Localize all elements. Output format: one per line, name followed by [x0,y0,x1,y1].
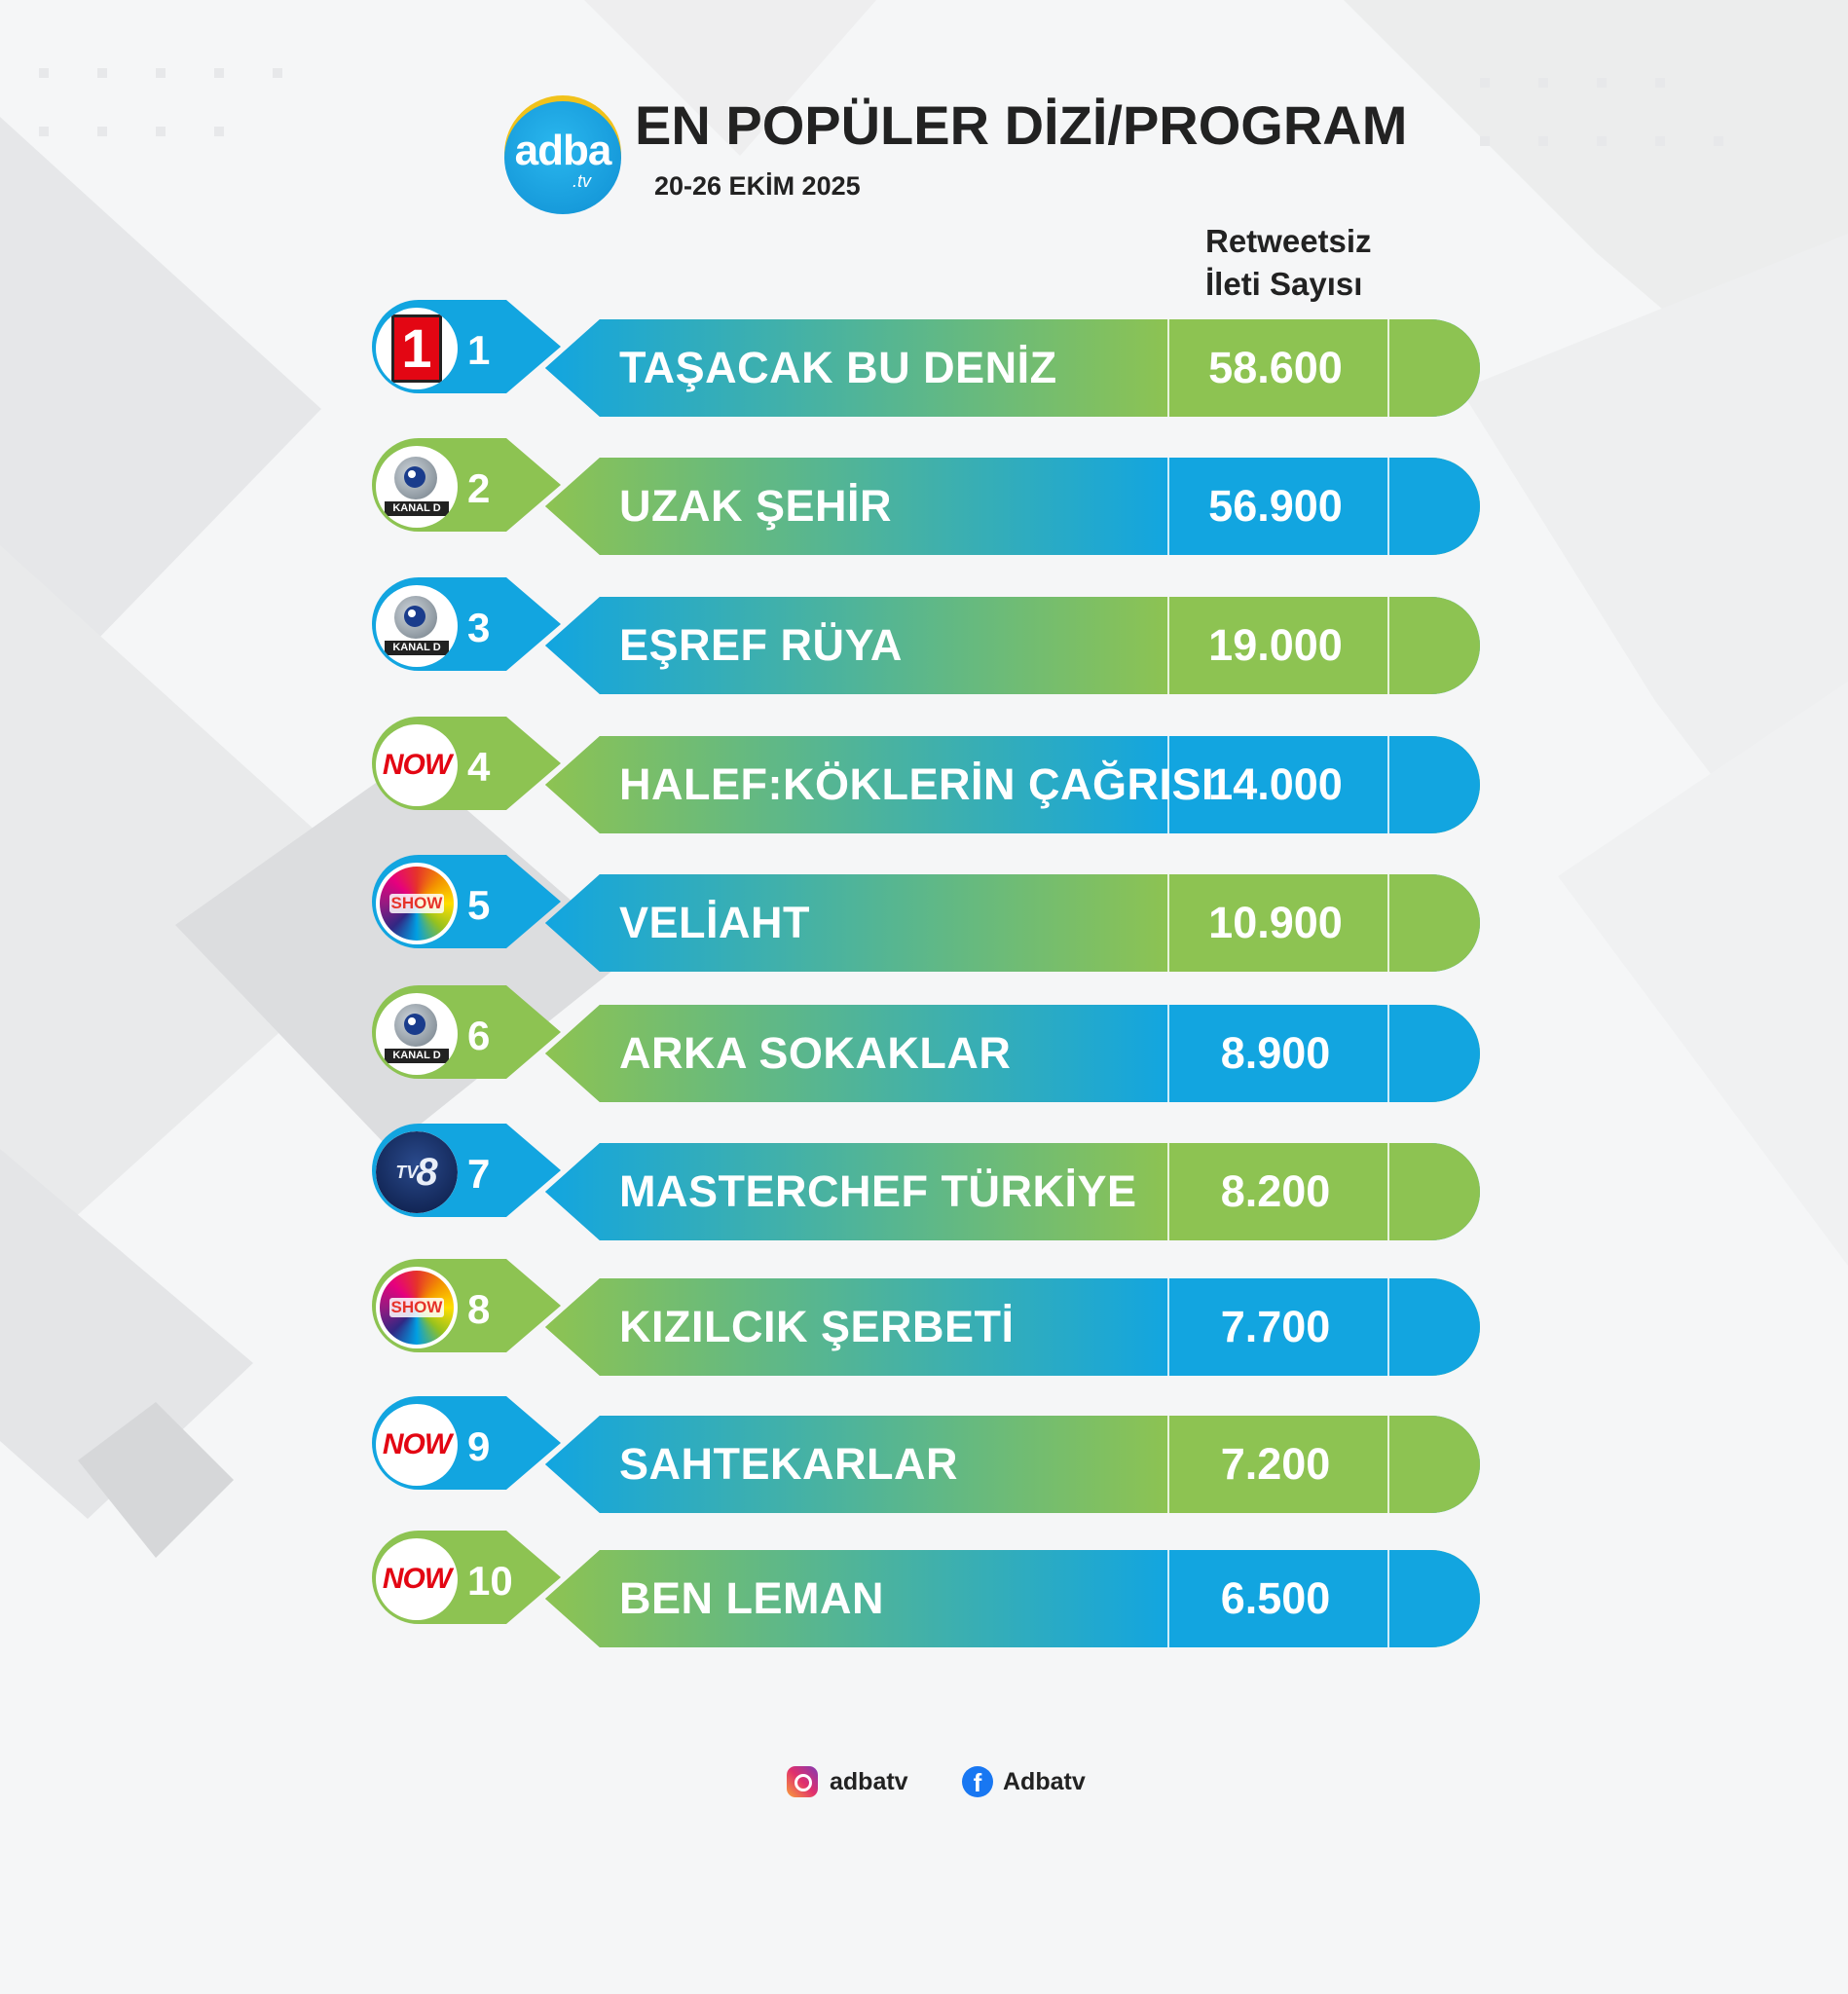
ranking-row: KIZILCIK ŞERBETİ 7.700 SHOW 8 [370,1259,1480,1376]
ranking-row: ARKA SOKAKLAR 8.900 KANAL D 6 [370,985,1480,1102]
channel-label: NOW [382,1563,452,1595]
ranking-row: UZAK ŞEHİR 56.900 KANAL D 2 [370,438,1480,555]
post-count: 7.700 [1220,1302,1331,1351]
channel-label: NOW [382,749,452,781]
ranking-row: HALEF:KÖKLERİN ÇAĞRISI 14.000 NOW 4 [370,717,1480,833]
ranking-bar: ARKA SOKAKLAR 8.900 [545,1005,1480,1102]
ranking-row: EŞREF RÜYA 19.000 KANAL D 3 [370,577,1480,694]
instagram-handle: adbatv [830,1767,908,1795]
program-name: HALEF:KÖKLERİN ÇAĞRISI [619,759,1214,809]
program-name: UZAK ŞEHİR [619,481,893,531]
rank-number: 4 [467,744,491,790]
channel-1-icon: 1 [376,308,458,389]
facebook-handle: Adbatv [1003,1767,1086,1795]
show-tv-icon: SHOW [376,863,458,944]
program-name: SAHTEKARLAR [619,1439,958,1489]
kanal-d-icon: KANAL D [376,993,458,1075]
channel-label: KANAL D [385,501,449,516]
page-title: EN POPÜLER DİZİ/PROGRAM [635,94,1408,156]
logo-suffix: .tv [573,171,592,191]
instagram-icon [787,1766,818,1797]
ranking-bar: SAHTEKARLAR 7.200 [545,1416,1480,1513]
ranking-row: VELİAHT 10.900 SHOW 5 [370,855,1480,972]
program-name: KIZILCIK ŞERBETİ [619,1302,1015,1351]
channel-label: KANAL D [385,641,449,655]
post-count: 8.900 [1220,1028,1331,1078]
rank-number: 5 [467,882,491,928]
rank-number: 6 [467,1013,491,1058]
ranking-bar: MASTERCHEF TÜRKİYE 8.200 [545,1143,1480,1240]
kanal-d-icon: KANAL D [376,585,458,667]
now-icon: NOW [376,724,458,806]
rank-number: 3 [467,605,491,650]
rank-tab: NOW 9 [370,1396,565,1494]
post-count: 6.500 [1220,1573,1331,1623]
post-count: 56.900 [1208,481,1343,531]
channel-label: SHOW [388,1298,445,1317]
ranking-row: TAŞACAK BU DENİZ 58.600 1 1 [370,300,1480,417]
program-name: VELİAHT [619,898,811,947]
ranking-bar: VELİAHT 10.900 [545,874,1480,972]
program-name: TAŞACAK BU DENİZ [619,343,1057,392]
rank-number: 7 [467,1151,491,1197]
facebook-icon: f [962,1766,993,1797]
ranking-bar: HALEF:KÖKLERİN ÇAĞRISI 14.000 [545,736,1480,833]
rank-tab: TV 8 7 [370,1124,565,1221]
date-range: 20-26 EKİM 2025 [654,171,861,201]
facebook-link[interactable]: f Adbatv [962,1762,1086,1801]
ranking-row: BEN LEMAN 6.500 NOW 10 [370,1531,1480,1647]
rank-tab: KANAL D 3 [370,577,565,675]
channel-label: KANAL D [385,1049,449,1063]
ranking-row: MASTERCHEF TÜRKİYE 8.200 TV 8 7 [370,1124,1480,1240]
post-count: 7.200 [1220,1439,1331,1489]
column-header: Retweetsiz İleti Sayısı [1205,220,1372,306]
rank-tab: SHOW 8 [370,1259,565,1356]
post-count: 8.200 [1220,1166,1331,1216]
rank-number: 2 [467,465,491,511]
ranking-bar: EŞREF RÜYA 19.000 [545,597,1480,694]
ranking-bar: UZAK ŞEHİR 56.900 [545,458,1480,555]
channel-label: 8 [416,1150,438,1194]
ranking-bar: KIZILCIK ŞERBETİ 7.700 [545,1278,1480,1376]
channel-label: NOW [382,1428,452,1460]
program-name: MASTERCHEF TÜRKİYE [619,1166,1137,1216]
show-tv-icon: SHOW [376,1267,458,1348]
rank-number: 10 [467,1558,513,1604]
now-icon: NOW [376,1404,458,1486]
rank-number: 8 [467,1286,491,1332]
now-icon: NOW [376,1538,458,1620]
rank-tab: NOW 10 [370,1531,565,1628]
column-header-line2: İleti Sayısı [1205,266,1363,302]
program-name: ARKA SOKAKLAR [619,1028,1012,1078]
column-header-line1: Retweetsiz [1205,223,1372,259]
instagram-link[interactable]: adbatv [787,1762,908,1801]
ranking-row: SAHTEKARLAR 7.200 NOW 9 [370,1396,1480,1513]
rank-number: 1 [467,327,491,373]
post-count: 10.900 [1208,898,1343,947]
tv8-icon: TV 8 [376,1131,458,1213]
program-name: EŞREF RÜYA [619,620,903,670]
ranking-bar: BEN LEMAN 6.500 [545,1550,1480,1647]
post-count: 58.600 [1208,343,1343,392]
adba-logo: adba .tv [504,95,621,214]
post-count: 14.000 [1208,759,1343,809]
kanal-d-icon: KANAL D [376,446,458,528]
ranking-bar: TAŞACAK BU DENİZ 58.600 [545,319,1480,417]
logo-text: adba [514,127,612,174]
rank-tab: SHOW 5 [370,855,565,952]
rank-tab: KANAL D 6 [370,985,565,1083]
channel-label: SHOW [388,894,445,913]
post-count: 19.000 [1208,620,1343,670]
rank-tab: NOW 4 [370,717,565,814]
program-name: BEN LEMAN [619,1573,884,1623]
rank-number: 9 [467,1423,491,1469]
rank-tab: KANAL D 2 [370,438,565,535]
